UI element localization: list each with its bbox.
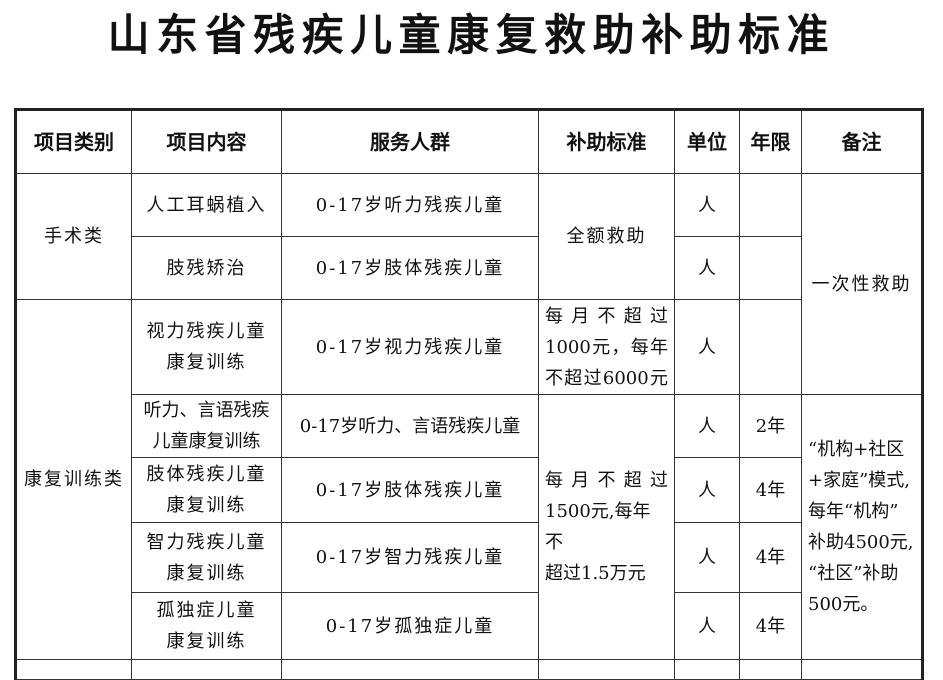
notes-line: +家庭”模式, (808, 470, 911, 491)
content-cell: 人工耳蜗植入 (131, 173, 282, 237)
notes-line: “社区”补助 (808, 563, 899, 584)
subsidy-cell: 每月不超过 1000元，每年 不超过6000元 (538, 299, 675, 395)
years-cell (739, 236, 802, 300)
unit-cell: 人 (674, 522, 740, 593)
content-line: 肢体残疾儿童 (146, 464, 267, 485)
content-line: 视力残疾儿童 (146, 321, 267, 342)
years-cell: 4年 (739, 522, 802, 593)
table-row: 智力残疾儿童 康复训练 0-17岁智力残疾儿童 人 4年 (16, 522, 923, 593)
empty-cell (801, 659, 923, 680)
content-line: 智力残疾儿童 (146, 531, 267, 553)
content-line: 孤独症儿童 (156, 600, 257, 621)
group-cell: 0-17岁智力残疾儿童 (281, 522, 539, 593)
table-row-cutoff (15, 659, 923, 680)
years-cell: 4年 (739, 592, 802, 660)
content-line: 康复训练 (166, 352, 247, 373)
subsidy-cell: 全额救助 (538, 173, 675, 300)
notes-cell: “机构+社区 +家庭”模式, 每年“机构” 补助4500元, “社区”补助 50… (801, 394, 923, 660)
header-unit: 单位 (674, 109, 740, 174)
category-cell: 康复训练类 (15, 299, 132, 660)
group-cell: 0-17岁肢体残疾儿童 (281, 236, 539, 300)
subsidy-line: 1500元,每年不 (545, 501, 651, 553)
header-subsidy: 补助标准 (538, 109, 675, 174)
header-category: 项目类别 (15, 109, 132, 174)
group-cell: 0-17岁肢体残疾儿童 (281, 457, 539, 523)
table-row: 肢体残疾儿童 康复训练 0-17岁肢体残疾儿童 人 4年 (16, 457, 923, 523)
empty-cell (674, 659, 740, 680)
header-content: 项目内容 (131, 109, 282, 174)
years-cell (739, 173, 802, 237)
subsidy-line: 超过1.5万元 (545, 563, 646, 584)
notes-line: 500元。 (808, 594, 879, 615)
empty-cell (15, 659, 132, 680)
table-row: 听力、言语残疾 儿童康复训练 0-17岁听力、言语残疾儿童 每月不超过 1500元,… (16, 394, 923, 660)
content-line: 康复训练 (166, 631, 247, 652)
subsidy-table: 项目类别 项目内容 服务人群 补助标准 单位 年限 备注 手术类 人工耳蜗植入 … (14, 108, 924, 680)
unit-cell: 人 (674, 299, 740, 395)
content-line: 儿童康复训练 (152, 431, 261, 452)
header-notes: 备注 (801, 109, 923, 174)
header-row: 项目类别 项目内容 服务人群 补助标准 单位 年限 备注 (15, 109, 923, 174)
table-row: 手术类 人工耳蜗植入 0-17岁听力残疾儿童 全额救助 人 一次性救助 (15, 173, 923, 395)
content-cell: 肢体残疾儿童 康复训练 (131, 457, 282, 523)
subsidy-line: 每月不超过 (545, 305, 668, 327)
group-cell: 0-17岁听力残疾儿童 (281, 173, 539, 237)
notes-line: 每年“机构” (808, 501, 899, 522)
unit-cell: 人 (674, 236, 740, 300)
empty-cell (538, 659, 675, 680)
table-row: 孤独症儿童康复训练 0-17岁孤独症儿童 人 4年 (16, 592, 923, 660)
content-cell: 肢残矫治 (131, 236, 282, 300)
subsidy-line: 不超过6000元 (545, 367, 668, 389)
content-line: 康复训练 (166, 562, 247, 584)
notes-cell: 一次性救助 (801, 173, 923, 395)
unit-cell: 人 (674, 394, 740, 458)
category-cell: 手术类 (15, 173, 132, 300)
content-line: 康复训练 (166, 495, 247, 516)
years-cell: 4年 (739, 457, 802, 523)
group-cell: 0-17岁听力、言语残疾儿童 (281, 394, 539, 458)
years-cell (739, 299, 802, 395)
unit-cell: 人 (674, 173, 740, 237)
unit-cell: 人 (674, 457, 740, 523)
content-cell: 听力、言语残疾 儿童康复训练 (131, 394, 282, 458)
group-cell: 0-17岁视力残疾儿童 (281, 299, 539, 395)
table-row: 肢残矫治 0-17岁肢体残疾儿童 人 (16, 236, 923, 300)
years-cell: 2年 (739, 394, 802, 458)
content-cell: 智力残疾儿童 康复训练 (131, 522, 282, 593)
header-years: 年限 (739, 109, 802, 174)
notes-line: 补助4500元, (808, 532, 914, 553)
content-cell: 视力残疾儿童 康复训练 (131, 299, 282, 395)
table-row: 康复训练类 视力残疾儿童 康复训练 0-17岁视力残疾儿童 每月不超过 1000元，… (15, 299, 923, 660)
content-line: 听力、言语残疾 (143, 400, 270, 421)
empty-cell (739, 659, 802, 680)
subsidy-line: 1000元，每年 (545, 336, 668, 358)
group-cell: 0-17岁孤独症儿童 (281, 592, 539, 660)
content-cell: 孤独症儿童 康复训练 (131, 592, 282, 660)
notes-line: “机构+社区 (808, 439, 905, 460)
subsidy-line: 每月不超过 (545, 470, 668, 491)
header-group: 服务人群 (281, 109, 539, 174)
document-title: 山东省残疾儿童康复救助补助标准 (107, 11, 836, 61)
subsidy-cell: 每月不超过 1500元,每年不超过1.5万元 (538, 394, 675, 660)
empty-cell (131, 659, 282, 680)
empty-cell (281, 659, 539, 680)
unit-cell: 人 (674, 592, 740, 660)
